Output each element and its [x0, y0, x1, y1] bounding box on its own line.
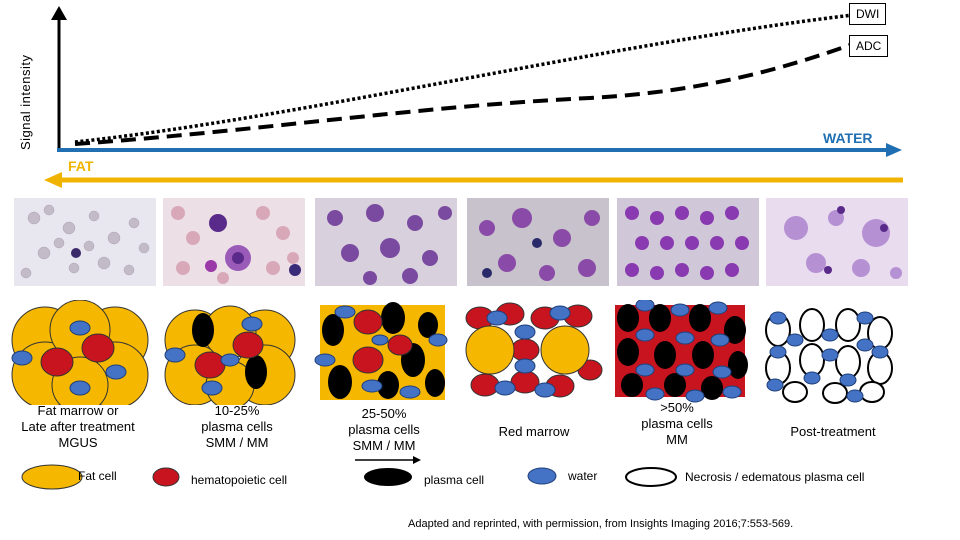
stage-label-mid-plasma: 25-50% plasma cells SMM / MM [309, 406, 459, 454]
stage-label-line: Fat marrow or [37, 403, 119, 418]
legend-symbols [21, 464, 677, 490]
schematic-low-plasma [164, 305, 296, 405]
dwi-curve [74, 13, 854, 144]
legend-necrosis-label: Necrosis / edematous plasma cell [685, 470, 865, 484]
micrograph-post-treatment [766, 198, 908, 286]
stage-label-line: SMM / MM [205, 435, 269, 450]
schematic-high-plasma [615, 300, 748, 403]
stage-label-line: 25-50% [361, 406, 407, 421]
stage-label-fat-marrow: Fat marrow or Late after treatment MGUS [3, 403, 153, 451]
stage-label-line: Red marrow [498, 424, 570, 439]
micrograph-high-plasma [617, 198, 759, 286]
fat-label: FAT [68, 158, 94, 174]
schematic-fat-marrow [11, 300, 149, 405]
micrograph-red-marrow [467, 198, 609, 286]
stage-label-red-marrow: Red marrow [459, 424, 609, 440]
adc-label: ADC [856, 39, 882, 53]
stage-label-line: MM [666, 432, 688, 447]
stage-label-line: 10-25% [214, 403, 260, 418]
credit-text: Adapted and reprinted, with permission, … [408, 518, 794, 530]
stage-label-line: >50% [660, 400, 694, 415]
fat-arrowhead [44, 172, 62, 188]
signal-diagram [44, 6, 903, 188]
stage-label-line: plasma cells [641, 416, 713, 431]
stage-label-post-treatment: Post-treatment [758, 424, 908, 440]
stage-label-line: plasma cells [201, 419, 273, 434]
legend-water-label: water [568, 469, 598, 483]
dwi-label: DWI [856, 7, 880, 21]
adc-curve [74, 42, 854, 146]
legend-necrosis-swatch [625, 467, 677, 487]
micrograph-low-plasma [163, 198, 305, 286]
micrograph-fat-marrow [14, 198, 156, 286]
stage-label-line: SMM / MM [352, 438, 416, 453]
schematic-post-treatment [765, 308, 893, 404]
cell-schematics [11, 300, 893, 405]
micrograph-mid-plasma [315, 198, 457, 286]
legend-plasma-cell-swatch [364, 468, 412, 486]
legend-fat-cell-label: Fat cell [78, 469, 117, 483]
adc-tag: ADC [849, 35, 889, 57]
stage-label-line: Late after treatment [21, 419, 135, 434]
legend-hematopoietic-label: hematopoietic cell [191, 473, 288, 487]
schematic-mid-plasma [314, 302, 448, 400]
legend-fat-cell-swatch [21, 464, 83, 490]
legend-plasma-cell-label: plasma cell [424, 473, 485, 487]
stage-label-line: plasma cells [348, 422, 420, 437]
water-label: WATER [823, 130, 873, 146]
dwi-tag: DWI [849, 3, 887, 25]
legend-water-swatch [527, 467, 557, 485]
stage-label-high-plasma: >50% plasma cells MM [602, 400, 752, 448]
stage-label-line: MGUS [58, 435, 98, 450]
stage-mid-arrow [355, 456, 421, 464]
schematic-red-marrow [465, 302, 603, 398]
legend-hematopoietic-swatch [152, 467, 180, 487]
stage-label-low-plasma: 10-25% plasma cells SMM / MM [162, 403, 312, 451]
y-axis-arrowhead [51, 6, 67, 20]
stage-label-line: Post-treatment [790, 424, 876, 439]
water-arrowhead [886, 143, 902, 157]
